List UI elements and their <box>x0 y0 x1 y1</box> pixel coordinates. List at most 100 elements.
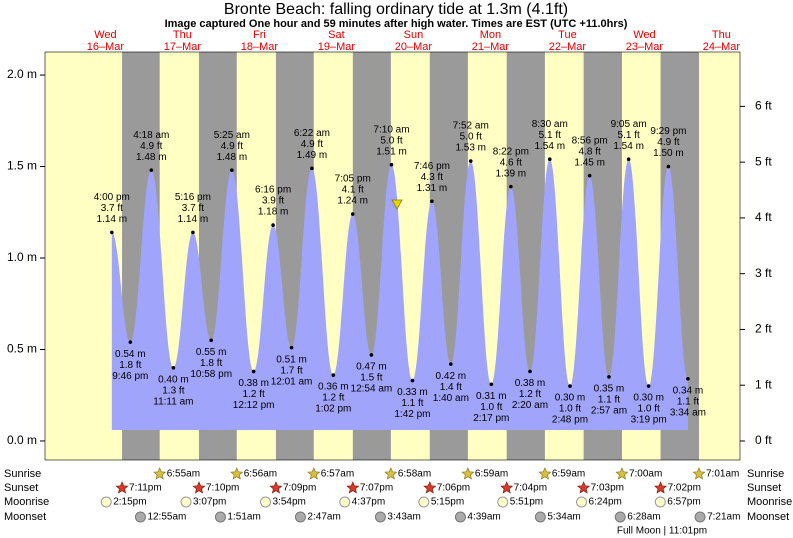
moonrise-time: 3:54pm <box>273 497 306 508</box>
tide-point <box>310 166 314 171</box>
tide-time: 2:20 am <box>512 400 548 411</box>
tide-point <box>191 230 195 235</box>
moonrise-icon <box>497 496 509 508</box>
tide-ft: 5.0 ft <box>380 135 402 146</box>
moonrise-icon <box>339 496 351 508</box>
tide-ft: 4.6 ft <box>500 157 522 168</box>
day-date: 20–Mar <box>395 41 433 53</box>
day-weekday: Tue <box>558 29 577 41</box>
sunrise-icon <box>384 467 398 480</box>
day-weekday: Mon <box>480 29 501 41</box>
tide-m: 0.36 m <box>318 382 349 393</box>
tide-ft: 3.9 ft <box>262 196 284 207</box>
day-weekday: Wed <box>633 29 655 41</box>
row-label: Moonset <box>4 511 46 523</box>
y-tick-label: 2.0 m <box>7 67 37 81</box>
sunrise-icon <box>692 467 706 480</box>
tide-m: 0.55 m <box>196 347 227 358</box>
tide-point <box>369 353 374 357</box>
y2-tick-label: 5 ft <box>755 154 772 168</box>
day-date: 24–Mar <box>703 41 741 53</box>
sunset-time: 7:03pm <box>591 483 624 494</box>
sunset-icon <box>115 481 129 494</box>
tide-m: 0.42 m <box>436 371 467 382</box>
moonrise-time: 5:15pm <box>431 497 464 508</box>
tide-m: 0.40 m <box>158 374 189 385</box>
tide-m: 1.50 m <box>653 148 684 159</box>
tide-point <box>171 365 176 370</box>
sunrise-time: 7:00am <box>629 469 662 480</box>
moonset-time: 1:51am <box>227 512 260 523</box>
row-label: Sunrise <box>4 468 41 480</box>
tide-m: 1.48 m <box>217 152 248 163</box>
current-tide-marker <box>391 199 403 210</box>
moonrise-icon <box>100 496 112 508</box>
moonset-icon <box>374 511 386 523</box>
tide-ft: 3.7 ft <box>101 203 123 214</box>
tide-m: 0.38 m <box>515 378 546 389</box>
y-tick-label: 0.0 m <box>7 433 37 447</box>
tide-time: 11:11 am <box>153 396 193 407</box>
tide-time: 4:18 am <box>133 130 169 141</box>
sunset-icon <box>346 481 360 494</box>
row-label: Moonset <box>747 511 789 523</box>
sunset-icon <box>192 481 206 494</box>
sunset-time: 7:11pm <box>129 483 162 494</box>
full-moon-note: Full Moon | 11:01pm <box>617 526 707 537</box>
tide-point <box>468 159 473 163</box>
tide-point <box>271 223 275 227</box>
y2-tick-label: 0 ft <box>755 433 772 447</box>
row-label: Moonrise <box>4 496 49 508</box>
tide-ft: 3.7 ft <box>182 203 204 214</box>
tide-m: 1.51 m <box>376 146 407 157</box>
tide-ft: 1.2 ft <box>519 389 541 400</box>
tide-time: 9:29 pm <box>650 126 686 137</box>
day-date: 23–Mar <box>626 41 664 53</box>
tide-point <box>686 376 690 381</box>
tide-ft: 1.1 ft <box>598 395 620 406</box>
sunset-icon <box>500 481 514 494</box>
sunrise-time: 6:59am <box>475 469 508 480</box>
tide-point <box>350 212 355 216</box>
moonset-icon <box>134 511 146 523</box>
tide-time: 2:48 pm <box>552 415 588 426</box>
sunrise-time: 6:58am <box>398 469 431 480</box>
tide-ft: 1.0 ft <box>638 404 660 415</box>
row-label: Moonrise <box>747 496 792 508</box>
tide-ft: 1.8 ft <box>119 360 141 371</box>
row-label: Sunrise <box>747 468 784 480</box>
tide-point <box>646 384 651 388</box>
tide-point <box>331 373 336 377</box>
tide-m: 0.51 m <box>276 354 307 365</box>
tide-ft: 5.0 ft <box>460 132 482 143</box>
sunrise-time: 6:56am <box>244 469 277 480</box>
tide-time: 4:00 pm <box>94 192 130 203</box>
moonset-icon <box>214 511 226 523</box>
day-date: 22–Mar <box>549 41 587 53</box>
day-date: 18–Mar <box>241 41 279 53</box>
day-date: 19–Mar <box>318 41 356 53</box>
tide-point <box>410 378 415 383</box>
tide-time: 12:01 am <box>271 376 313 387</box>
sunset-time: 7:07pm <box>360 483 393 494</box>
tide-time: 5:16 pm <box>175 192 211 203</box>
tide-m: 0.30 m <box>633 393 664 404</box>
tide-m: 1.45 m <box>574 157 605 168</box>
tide-m: 1.14 m <box>178 214 209 225</box>
tide-ft: 5.1 ft <box>618 130 640 141</box>
y2-tick-label: 2 ft <box>755 322 772 336</box>
moonset-icon <box>694 511 706 523</box>
y-tick-label: 0.5 m <box>7 342 37 356</box>
y2-tick-label: 4 ft <box>755 210 772 224</box>
moonset-icon <box>534 511 546 523</box>
sunrise-time: 6:59am <box>552 469 585 480</box>
tide-time: 3:34 am <box>670 407 706 418</box>
y2-tick-label: 1 ft <box>755 377 772 391</box>
sunrise-time: 6:55am <box>167 469 200 480</box>
day-date: 16–Mar <box>87 41 125 53</box>
moonset-icon <box>614 511 626 523</box>
tide-point <box>528 369 532 374</box>
tide-point <box>449 362 453 366</box>
tide-ft: 1.3 ft <box>162 385 184 396</box>
day-weekday: Fri <box>253 29 266 41</box>
